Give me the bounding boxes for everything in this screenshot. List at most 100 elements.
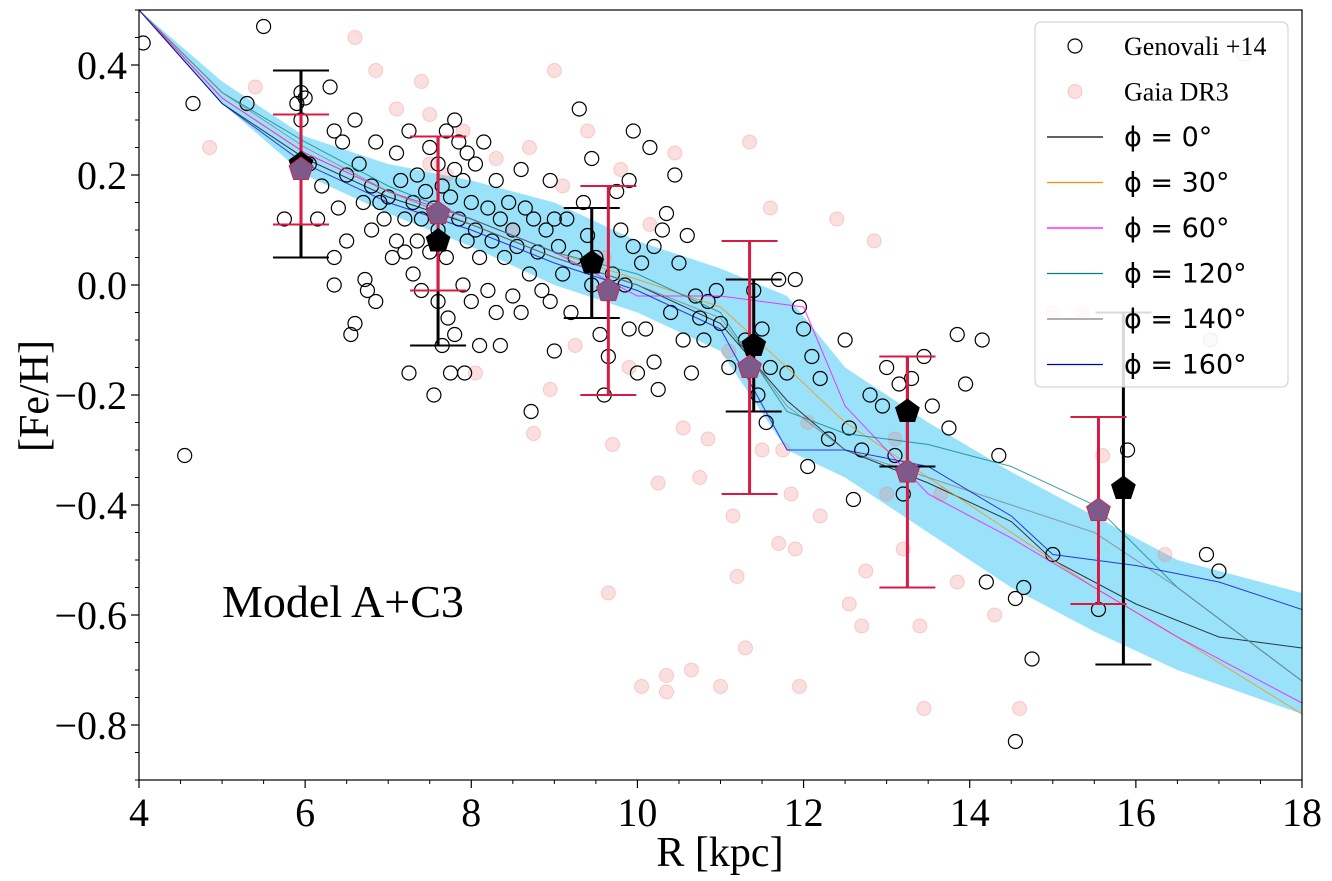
genovali-point: [139, 35, 151, 51]
genovali-point: [476, 134, 492, 150]
genovali-point: [347, 112, 363, 128]
gaia-point: [812, 508, 828, 524]
genovali-point: [658, 205, 675, 222]
genovali-point: [384, 249, 400, 266]
genovali-point: [621, 172, 637, 189]
genovali-point: [812, 370, 828, 387]
legend-marker-genovali: [1067, 38, 1083, 54]
genovali-point: [837, 332, 853, 348]
gaia-point: [1157, 547, 1173, 562]
genovali-point: [646, 238, 662, 255]
genovali-point: [700, 293, 716, 310]
gaia-point: [389, 101, 405, 117]
genovali-point: [380, 189, 396, 205]
gaia-point: [613, 162, 629, 177]
legend-marker-gaia: [1067, 84, 1083, 99]
legend-label: ϕ = 140°: [1124, 304, 1247, 335]
gaia-point: [841, 596, 857, 612]
genovali-point: [613, 222, 629, 238]
genovali-point: [579, 227, 596, 244]
genovali-point: [488, 304, 504, 321]
genovali-point: [364, 222, 380, 238]
genovali-point: [517, 200, 533, 216]
genovali-point: [347, 315, 363, 332]
genovali-point: [376, 211, 392, 227]
genovali-point: [642, 139, 658, 156]
genovali-point: [501, 194, 517, 211]
y-tick-label: −0.2: [54, 373, 127, 418]
genovali-point: [679, 227, 695, 244]
gaia-point: [683, 662, 699, 678]
genovali-point: [509, 238, 525, 255]
genovali-point: [941, 420, 957, 436]
genovali-point: [467, 156, 484, 172]
genovali-point: [887, 447, 903, 464]
gaia-point: [675, 420, 691, 436]
gaia-point: [700, 431, 716, 447]
gaia-point: [916, 701, 932, 716]
genovali-point: [276, 211, 292, 227]
genovali-point: [895, 486, 911, 502]
gaia-point: [791, 679, 807, 694]
genovali-point: [256, 18, 272, 35]
genovali-point: [310, 211, 326, 227]
genovali-point: [426, 387, 442, 403]
x-tick-label: 10: [617, 790, 657, 835]
y-tick-label: −0.8: [54, 703, 127, 748]
genovali-point: [795, 321, 812, 337]
genovali-point: [463, 293, 479, 310]
genovali-point: [442, 189, 459, 205]
black-pentagon-marker: [741, 332, 767, 356]
genovali-point: [957, 376, 974, 392]
purple-pentagon-marker: [289, 157, 313, 180]
genovali-point: [991, 447, 1007, 464]
genovali-point: [480, 200, 496, 216]
genovali-point: [646, 354, 662, 370]
gaia-point: [422, 156, 438, 172]
gaia-point: [879, 486, 895, 502]
genovali-point: [447, 326, 463, 343]
genovali-point: [625, 123, 641, 139]
gaia-point: [659, 684, 675, 700]
genovali-point: [879, 359, 895, 376]
gaia-point: [368, 63, 384, 78]
genovali-point: [538, 222, 554, 238]
genovali-point: [459, 233, 475, 249]
genovali-point: [874, 398, 891, 414]
y-tick-label: −0.4: [54, 483, 127, 528]
genovali-point: [505, 222, 521, 238]
genovali-point: [488, 172, 504, 189]
genovali-point: [457, 365, 473, 381]
genovali-point: [459, 145, 475, 161]
genovali-point: [521, 266, 538, 282]
gaia-point: [467, 365, 483, 381]
genovali-point: [692, 310, 708, 326]
y-tick-label: −0.6: [54, 593, 127, 638]
genovali-point: [621, 321, 637, 337]
plot-area: [139, 10, 1302, 750]
genovali-point: [368, 293, 384, 310]
gaia-point: [202, 140, 218, 155]
legend-label: ϕ = 0°: [1124, 122, 1212, 153]
x-tick-label: 6: [295, 790, 315, 835]
genovali-point: [1045, 546, 1061, 563]
genovali-point: [1211, 563, 1227, 579]
genovali-point: [563, 304, 579, 321]
genovali-point: [393, 172, 409, 189]
legend-label: ϕ = 30°: [1124, 168, 1229, 199]
model-line: [139, 10, 1302, 682]
genovali-point: [480, 282, 496, 299]
genovali-point: [492, 211, 508, 227]
gaia-point: [605, 437, 621, 452]
genovali-point: [654, 222, 670, 238]
legend-label: ϕ = 120°: [1124, 259, 1247, 290]
genovali-point: [555, 266, 571, 282]
genovali-point: [629, 365, 646, 381]
legend-label: Genovali +14: [1124, 32, 1266, 61]
genovali-point: [409, 167, 425, 183]
genovali-point: [820, 431, 837, 447]
legend-box: [1034, 21, 1289, 388]
gaia-point: [555, 178, 571, 194]
genovali-point: [438, 123, 454, 139]
